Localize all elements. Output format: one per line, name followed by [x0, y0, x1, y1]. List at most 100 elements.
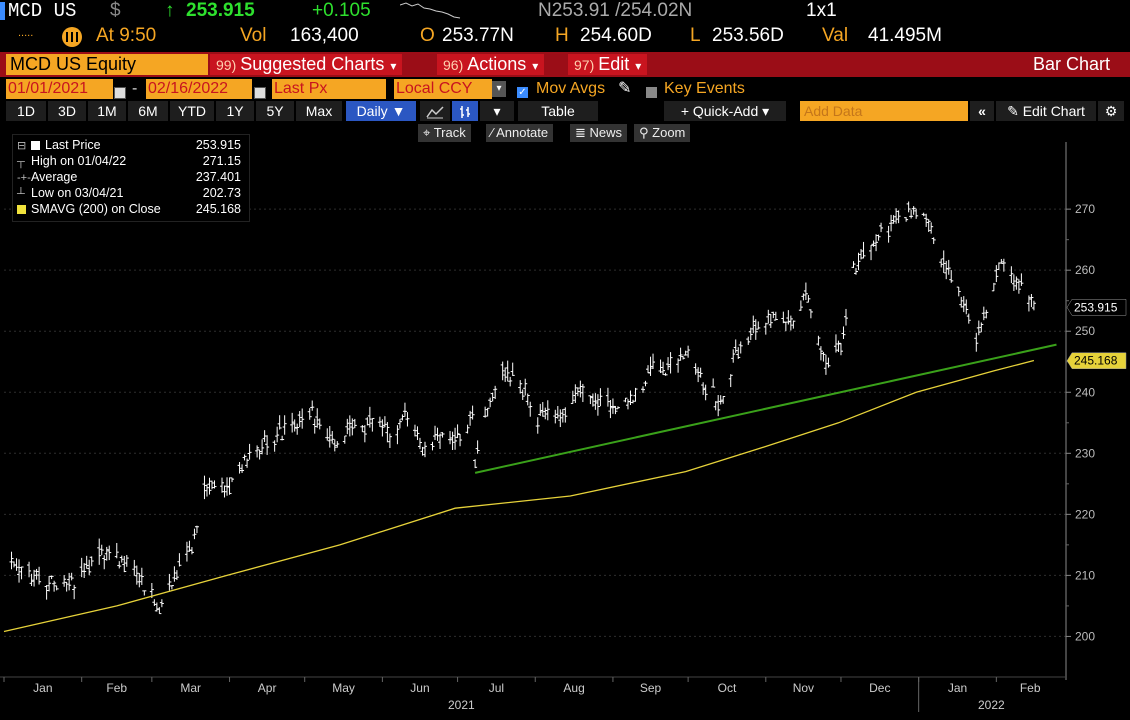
ohlc-bar — [806, 295, 811, 303]
zoom-button[interactable]: ⚲ Zoom — [634, 124, 691, 142]
calendar-icon[interactable] — [254, 83, 266, 103]
table-button[interactable]: Table — [518, 101, 598, 121]
ohlc-bar — [400, 414, 405, 421]
period-1d-button[interactable]: 1D — [6, 101, 46, 121]
period-1m-button[interactable]: 1M — [88, 101, 126, 121]
ohlc-bar — [402, 402, 407, 417]
legend-high[interactable]: ┬ High on 01/04/22 271.15 — [17, 153, 245, 169]
period-5y-button[interactable]: 5Y — [256, 101, 294, 121]
ohlc-bar — [613, 405, 618, 415]
ohlc-bar — [558, 409, 563, 428]
annotate-button[interactable]: ⁄ Annotate — [486, 124, 554, 142]
edit-chart-button[interactable]: ✎ Edit Chart — [996, 101, 1096, 121]
average-marker-icon: -+- — [17, 172, 31, 184]
ohlc-bar — [49, 575, 54, 580]
ohlc-bar — [630, 399, 635, 404]
mov-avgs-checkbox[interactable]: ✓ — [517, 87, 528, 99]
ohlc-bar — [377, 416, 382, 427]
price-chart[interactable]: 200 210 220 230 240 250 260 270 Jan Feb Mar Apr May… — [0, 142, 1130, 720]
ohlc-bar — [906, 201, 911, 213]
ohlc-bar — [816, 335, 821, 346]
ohlc-bar — [157, 607, 162, 615]
x-month-label: Mar — [180, 681, 201, 695]
ohlc-bar — [838, 342, 843, 356]
period-max-button[interactable]: Max — [296, 101, 342, 121]
annotate-label: Annotate — [496, 125, 549, 140]
actions-menu[interactable]: 96) Actions ▾ — [437, 54, 545, 75]
ohlc-bar — [1019, 273, 1024, 286]
start-date-field[interactable]: 01/01/2021 — [6, 79, 113, 99]
track-button[interactable]: ⌖ Track — [418, 124, 471, 142]
add-data-input[interactable]: Add Data — [800, 101, 968, 121]
ohlc-bar — [262, 430, 267, 442]
price-bars — [9, 201, 1036, 615]
legend-sma[interactable]: SMAVG (200) on Close 245.168 — [17, 201, 245, 217]
ohlc-bar — [944, 260, 949, 280]
ohlc-bar — [87, 559, 92, 576]
legend-label: Last Price — [45, 138, 101, 152]
line-chart-icon[interactable] — [420, 101, 450, 121]
key-events-checkbox[interactable] — [646, 83, 657, 103]
quote-time: At 9:50 — [96, 25, 157, 46]
bar-chart-icon[interactable] — [452, 101, 478, 121]
ohlc-bar — [633, 387, 638, 402]
high-label: H — [555, 25, 569, 46]
last-price-tag: 253.915 — [1066, 299, 1127, 316]
period-ytd-button[interactable]: YTD — [170, 101, 214, 121]
chevron-down-icon[interactable]: ▾ — [492, 81, 506, 97]
ohlc-bar — [984, 309, 989, 319]
ohlc-bar — [260, 439, 265, 455]
quick-add-button[interactable]: + Quick-Add ▾ — [664, 101, 786, 121]
ohlc-bar — [1031, 300, 1036, 311]
ohlc-bar — [711, 378, 716, 388]
gear-icon[interactable]: ⚙ — [1098, 101, 1124, 121]
chart-tools: ⌖ Track ⁄ Annotate ≣ News ⚲ Zoom — [0, 124, 1130, 143]
calendar-icon[interactable] — [114, 83, 126, 103]
ohlc-bar — [295, 423, 300, 435]
ohlc-bar — [510, 362, 515, 376]
security-field[interactable]: MCD US Equity — [6, 54, 208, 75]
field-selector[interactable]: Last Px — [272, 79, 386, 99]
overlays — [3, 343, 1057, 633]
frequency-dropdown[interactable]: Daily ▼ — [346, 101, 416, 121]
ohlc-bar — [1011, 274, 1016, 291]
chart-style-dropdown[interactable]: ▾ — [480, 101, 514, 121]
spacer — [788, 101, 798, 121]
trendline — [474, 343, 1057, 474]
ohlc-bar — [658, 359, 663, 374]
ohlc-bar — [330, 430, 335, 444]
ohlc-bar — [493, 385, 498, 400]
period-3d-button[interactable]: 3D — [48, 101, 86, 121]
x-month-label: Aug — [563, 681, 584, 695]
legend-value: 245.168 — [195, 202, 241, 216]
security-marker — [0, 2, 5, 20]
end-date-field[interactable]: 02/16/2022 — [146, 79, 252, 99]
ohlc-bar — [174, 570, 179, 580]
ohlc-bar — [192, 528, 197, 540]
period-1y-button[interactable]: 1Y — [216, 101, 254, 121]
ohlc-bar — [996, 262, 1001, 270]
ohlc-bar — [648, 356, 653, 376]
x-month-label: Feb — [106, 681, 127, 695]
ohlc-bar — [19, 566, 24, 580]
ohlc-bar — [212, 480, 217, 489]
ticker-symbol[interactable]: MCD US — [8, 0, 77, 22]
legend-low[interactable]: ┴ Low on 03/04/21 202.73 — [17, 185, 245, 201]
news-button[interactable]: ≣ News — [570, 124, 628, 142]
ohlc-bar — [615, 406, 620, 410]
ohlc-bar — [543, 407, 548, 420]
collapse-icon[interactable]: « — [970, 101, 994, 121]
legend-average[interactable]: -+-Average 237.401 — [17, 169, 245, 185]
legend-last-price[interactable]: ⊟ Last Price 253.915 — [17, 137, 245, 153]
y-tick-label: 260 — [1075, 263, 1095, 277]
ohlc-bar — [641, 386, 646, 393]
suggested-charts-menu[interactable]: 99) Suggested Charts ▾ — [210, 54, 403, 75]
edit-menu[interactable]: 97) Edit ▾ — [568, 54, 648, 75]
grid-lines — [4, 208, 1066, 637]
pencil-icon[interactable]: ✎ — [618, 80, 632, 97]
currency-selector[interactable]: Local CCY — [394, 79, 492, 99]
period-6m-button[interactable]: 6M — [128, 101, 168, 121]
ohlc-bar — [1014, 276, 1019, 290]
ohlc-bar — [914, 208, 919, 219]
ohlc-bar — [397, 419, 402, 429]
